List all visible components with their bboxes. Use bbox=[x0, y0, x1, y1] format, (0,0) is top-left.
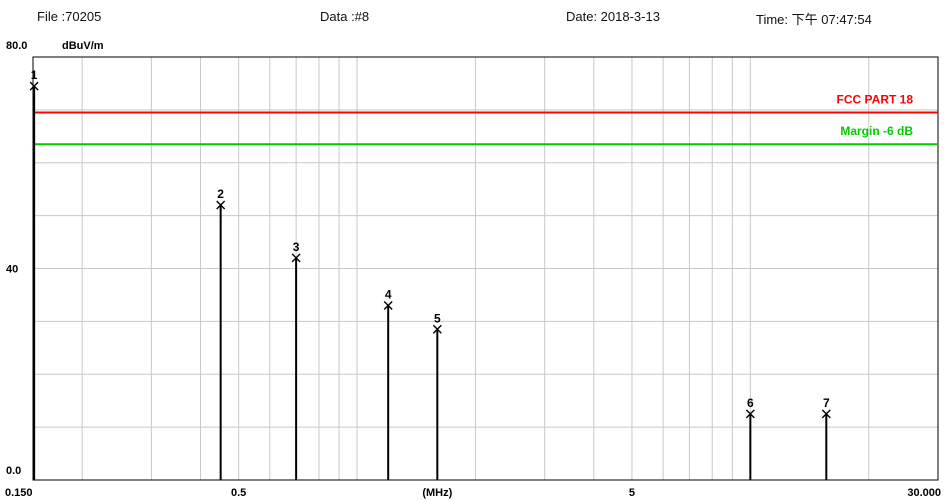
date-label: Date: 2018-3-13 bbox=[566, 9, 660, 24]
y-tick-label: 40 bbox=[6, 264, 18, 276]
marker-label: 1 bbox=[31, 68, 38, 82]
marker-label: 5 bbox=[434, 311, 441, 325]
limit-line-label: Margin -6 dB bbox=[840, 124, 913, 138]
y-axis-unit: dBuV/m bbox=[62, 40, 104, 52]
marker-cross bbox=[383, 301, 393, 311]
x-tick-label: (MHz) bbox=[422, 487, 452, 499]
grid-lines bbox=[33, 57, 938, 480]
file-label: File :70205 bbox=[37, 9, 102, 24]
marker-label: 6 bbox=[747, 396, 754, 410]
x-tick-label: 30.000 bbox=[907, 487, 941, 499]
limit-lines: FCC PART 18 Margin -6 dB bbox=[33, 93, 938, 146]
y-tick-label: 0.0 bbox=[6, 465, 21, 477]
time-label: Time: 下午 07:47:54 bbox=[756, 12, 872, 27]
marker-label: 4 bbox=[385, 288, 392, 302]
data-label: Data :#8 bbox=[320, 9, 370, 24]
marker-cross bbox=[432, 324, 442, 334]
x-tick-label: 0.150 bbox=[5, 487, 33, 499]
x-tick-label: 0.5 bbox=[231, 487, 246, 499]
marker-label: 3 bbox=[293, 240, 300, 254]
markers: 1 2 3 4 5 6 7 bbox=[29, 68, 831, 480]
marker-cross bbox=[29, 81, 39, 91]
marker-cross bbox=[821, 409, 831, 419]
x-tick-label: 5 bbox=[629, 487, 635, 499]
marker-cross bbox=[745, 409, 755, 419]
marker-label: 2 bbox=[217, 187, 224, 201]
marker-label: 7 bbox=[823, 396, 830, 410]
y-tick-label: 80.0 bbox=[6, 40, 27, 52]
axis-labels: 80.0 40 0.0 dBuV/m 0.150 0.5 (MHz) 5 30.000 bbox=[5, 40, 941, 499]
plot-frame bbox=[32, 56, 939, 481]
limit-line-label: FCC PART 18 bbox=[837, 93, 914, 107]
marker-cross bbox=[216, 200, 226, 210]
marker-cross bbox=[291, 253, 301, 263]
